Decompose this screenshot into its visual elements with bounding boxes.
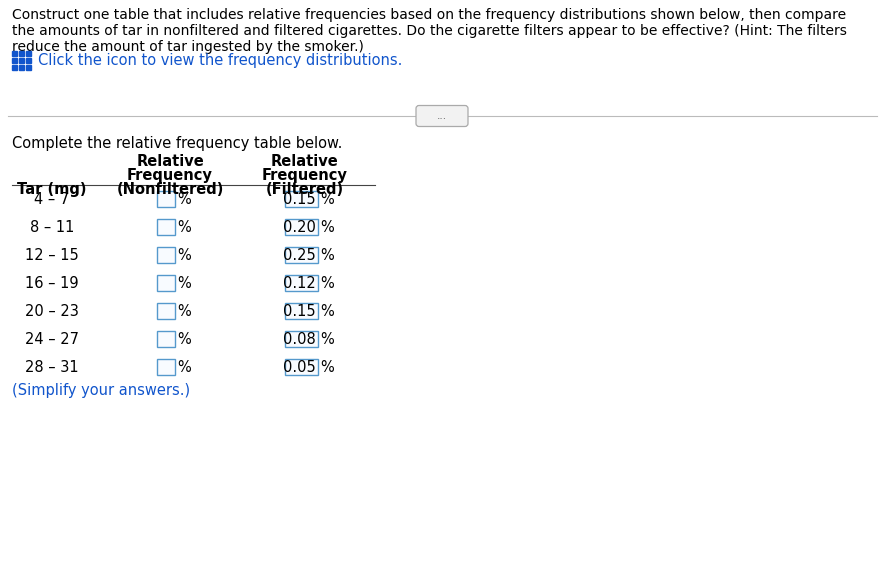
Text: reduce the amount of tar ingested by the smoker.): reduce the amount of tar ingested by the… (12, 40, 364, 54)
Bar (26, 65, 31, 70)
Bar (285, 191, 318, 207)
Text: Tar (mg): Tar (mg) (17, 182, 87, 197)
Text: %: % (177, 275, 191, 291)
Bar (285, 247, 318, 263)
Text: 8 – 11: 8 – 11 (30, 219, 74, 234)
Text: 0.20: 0.20 (283, 219, 316, 234)
Text: 0.15: 0.15 (283, 304, 316, 319)
Text: Relative: Relative (271, 154, 339, 169)
Bar (12, 58, 17, 63)
Text: (Nonfiltered): (Nonfiltered) (116, 182, 224, 197)
Bar (19, 58, 24, 63)
Text: 0.25: 0.25 (283, 247, 316, 263)
Text: 12 – 15: 12 – 15 (25, 247, 79, 263)
Text: Click the icon to view the frequency distributions.: Click the icon to view the frequency dis… (38, 53, 403, 68)
Bar (157, 219, 175, 235)
Bar (19, 65, 24, 70)
Text: (Filtered): (Filtered) (266, 182, 344, 197)
Bar (285, 219, 318, 235)
Text: Construct one table that includes relative frequencies based on the frequency di: Construct one table that includes relati… (12, 8, 846, 22)
Bar (285, 331, 318, 347)
Text: %: % (320, 332, 334, 347)
Bar (12, 65, 17, 70)
Bar (285, 275, 318, 291)
Text: %: % (177, 332, 191, 347)
Bar (285, 359, 318, 375)
Text: Frequency: Frequency (262, 168, 348, 183)
Bar (285, 303, 318, 319)
Text: %: % (320, 247, 334, 263)
Text: ...: ... (437, 111, 447, 121)
Bar (26, 58, 31, 63)
Text: %: % (177, 360, 191, 375)
Text: the amounts of tar in nonfiltered and filtered cigarettes. Do the cigarette filt: the amounts of tar in nonfiltered and fi… (12, 24, 847, 38)
Text: 0.08: 0.08 (283, 332, 316, 347)
Bar (157, 303, 175, 319)
Text: 4 – 7: 4 – 7 (35, 191, 70, 206)
Text: %: % (320, 304, 334, 319)
Text: Relative: Relative (136, 154, 204, 169)
FancyBboxPatch shape (416, 105, 468, 126)
Text: (Simplify your answers.): (Simplify your answers.) (12, 383, 190, 398)
Bar (157, 191, 175, 207)
Text: Complete the relative frequency table below.: Complete the relative frequency table be… (12, 136, 342, 151)
Text: 0.15: 0.15 (283, 191, 316, 206)
Text: 0.05: 0.05 (283, 360, 316, 375)
Bar (157, 275, 175, 291)
Bar (19, 51, 24, 56)
Text: %: % (320, 219, 334, 234)
Bar (12, 51, 17, 56)
Text: 20 – 23: 20 – 23 (25, 304, 79, 319)
Text: %: % (177, 219, 191, 234)
Bar (157, 359, 175, 375)
Text: %: % (177, 191, 191, 206)
Bar (157, 247, 175, 263)
Text: %: % (320, 275, 334, 291)
Text: 24 – 27: 24 – 27 (25, 332, 79, 347)
Text: Frequency: Frequency (127, 168, 213, 183)
Bar (26, 51, 31, 56)
Text: 16 – 19: 16 – 19 (25, 275, 79, 291)
Text: 0.12: 0.12 (283, 275, 316, 291)
Text: 28 – 31: 28 – 31 (25, 360, 79, 375)
Text: %: % (177, 304, 191, 319)
Text: %: % (320, 360, 334, 375)
Text: %: % (320, 191, 334, 206)
Text: %: % (177, 247, 191, 263)
Bar (157, 331, 175, 347)
